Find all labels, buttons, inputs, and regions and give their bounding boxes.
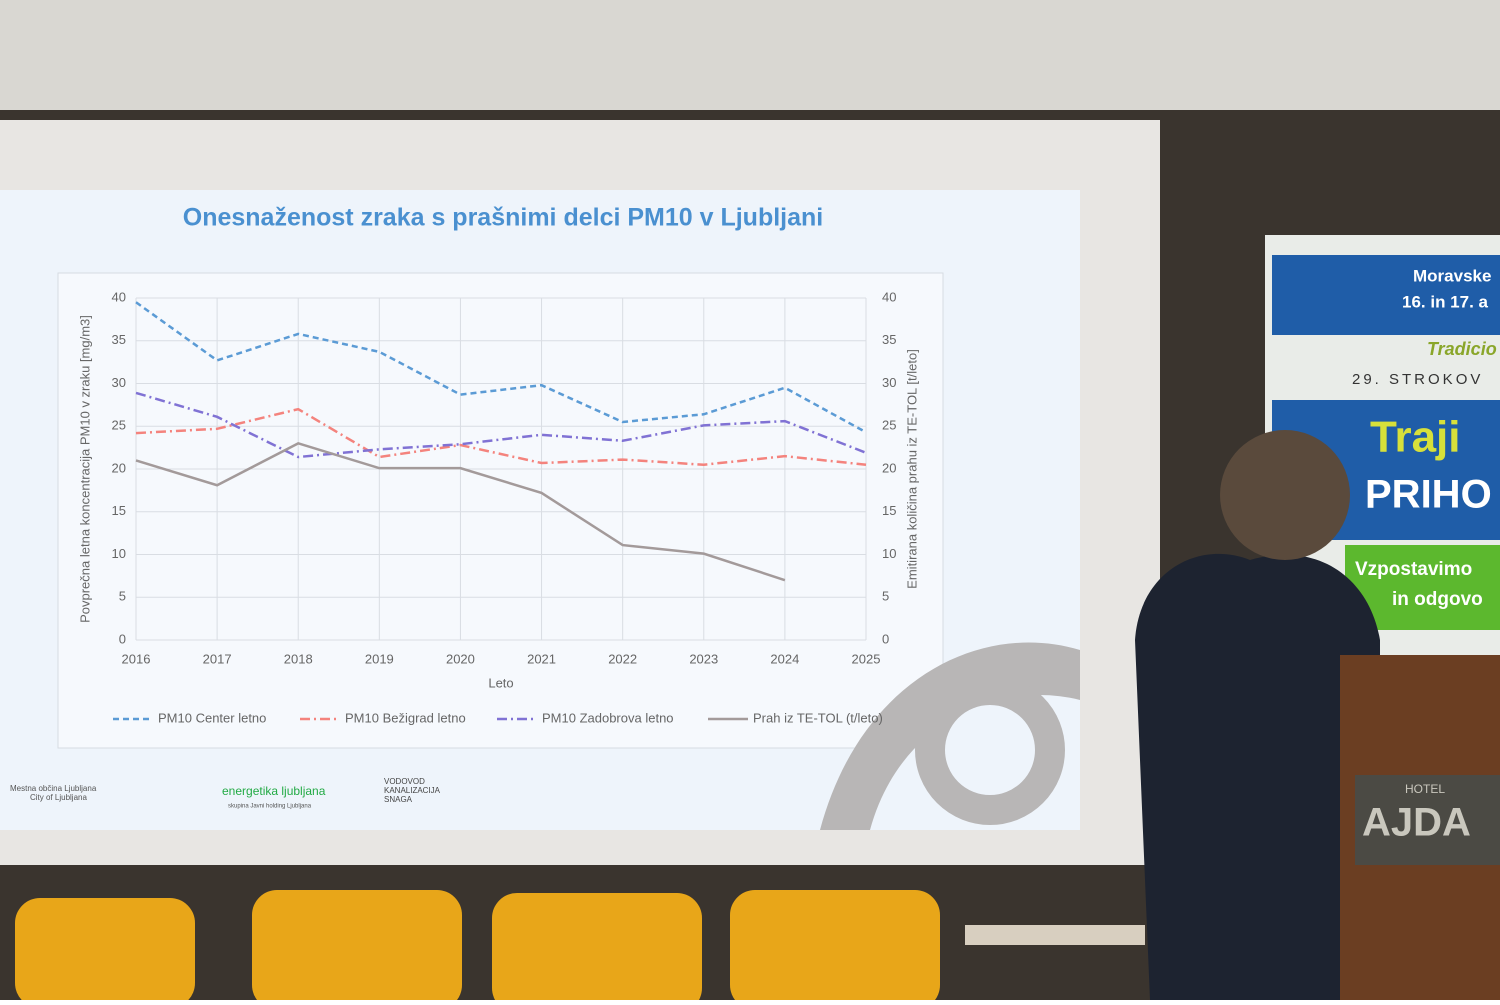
banner-text: Moravske bbox=[1413, 266, 1491, 285]
x-tick-label: 2021 bbox=[527, 651, 556, 666]
series-line bbox=[135, 391, 867, 459]
y-tick-label: 5 bbox=[119, 589, 126, 604]
y-tick-label: 15 bbox=[112, 503, 126, 518]
x-tick-label: 2023 bbox=[689, 651, 718, 666]
y-tick-label: 35 bbox=[112, 332, 126, 347]
y2-tick-label: 5 bbox=[882, 589, 889, 604]
y2-tick-label: 25 bbox=[882, 418, 896, 433]
y-tick-label: 25 bbox=[112, 418, 126, 433]
legend-label: PM10 Center letno bbox=[158, 710, 266, 725]
banner-text: Vzpostavimo bbox=[1355, 559, 1472, 580]
logo-text: SNAGA bbox=[384, 795, 413, 804]
logo-text: VODOVOD bbox=[384, 777, 425, 786]
logo-text: energetika ljubljana bbox=[222, 784, 326, 798]
logo-text: City of Ljubljana bbox=[30, 793, 87, 802]
logo-text: KANALIZACIJA bbox=[384, 786, 441, 795]
table bbox=[965, 925, 1145, 945]
x-tick-label: 2019 bbox=[365, 651, 394, 666]
banner-top bbox=[1272, 255, 1500, 335]
x-tick-label: 2024 bbox=[770, 651, 799, 666]
chart-title: Onesnaženost zraka s prašnimi delci PM10… bbox=[183, 204, 824, 232]
decor-ring bbox=[915, 675, 1065, 825]
y2-tick-label: 20 bbox=[882, 460, 896, 475]
x-tick-label: 2020 bbox=[446, 651, 475, 666]
y2-tick-label: 0 bbox=[882, 631, 889, 646]
series-line bbox=[135, 442, 786, 582]
chair bbox=[252, 890, 462, 1005]
x-tick-label: 2018 bbox=[284, 651, 313, 666]
logo-text: skupina Javni holding Ljubljana bbox=[228, 804, 312, 810]
series-line bbox=[135, 301, 867, 434]
banner-text: in odgovo bbox=[1392, 589, 1483, 610]
logo-text: Mestna občina Ljubljana bbox=[10, 784, 97, 793]
y2-tick-label: 10 bbox=[882, 546, 896, 561]
y-tick-label: 40 bbox=[112, 289, 126, 304]
y-tick-label: 0 bbox=[119, 631, 126, 646]
chair bbox=[730, 890, 940, 1005]
x-tick-label: 2025 bbox=[852, 651, 881, 666]
legend-label: PM10 Bežigrad letno bbox=[345, 710, 466, 725]
y2-tick-label: 40 bbox=[882, 289, 896, 304]
x-axis-label: Leto bbox=[488, 675, 513, 690]
podium-text: HOTEL bbox=[1405, 782, 1445, 796]
x-tick-label: 2022 bbox=[608, 651, 637, 666]
y-tick-label: 20 bbox=[112, 460, 126, 475]
y2-tick-label: 30 bbox=[882, 375, 896, 390]
legend-label: Prah iz TE-TOL (t/leto) bbox=[753, 710, 883, 725]
ceiling bbox=[0, 0, 1500, 110]
y2-axis-label: Emitirana količina prahu iz TE-TOL [t/le… bbox=[904, 349, 919, 589]
podium-plate bbox=[1355, 775, 1500, 865]
y2-tick-label: 15 bbox=[882, 503, 896, 518]
banner-text: 29. STROKOV bbox=[1352, 371, 1483, 388]
series-line bbox=[135, 407, 867, 466]
x-tick-label: 2016 bbox=[122, 651, 151, 666]
speaker-head bbox=[1220, 430, 1350, 560]
y2-tick-label: 35 bbox=[882, 332, 896, 347]
y-axis-label: Povprečna letna koncentracija PM10 v zra… bbox=[77, 315, 92, 623]
chair bbox=[492, 893, 702, 1005]
banner-text: Tradicio bbox=[1427, 339, 1497, 359]
speaker bbox=[1135, 553, 1380, 1000]
banner-text: Traji bbox=[1370, 413, 1461, 462]
banner-text: PRIHO bbox=[1365, 473, 1492, 517]
podium-text: AJDA bbox=[1362, 801, 1471, 845]
y-tick-label: 30 bbox=[112, 375, 126, 390]
y-tick-label: 10 bbox=[112, 546, 126, 561]
chair bbox=[15, 898, 195, 1005]
x-tick-label: 2017 bbox=[203, 651, 232, 666]
banner-text: 16. in 17. a bbox=[1402, 292, 1489, 311]
legend-label: PM10 Zadobrova letno bbox=[542, 710, 674, 725]
